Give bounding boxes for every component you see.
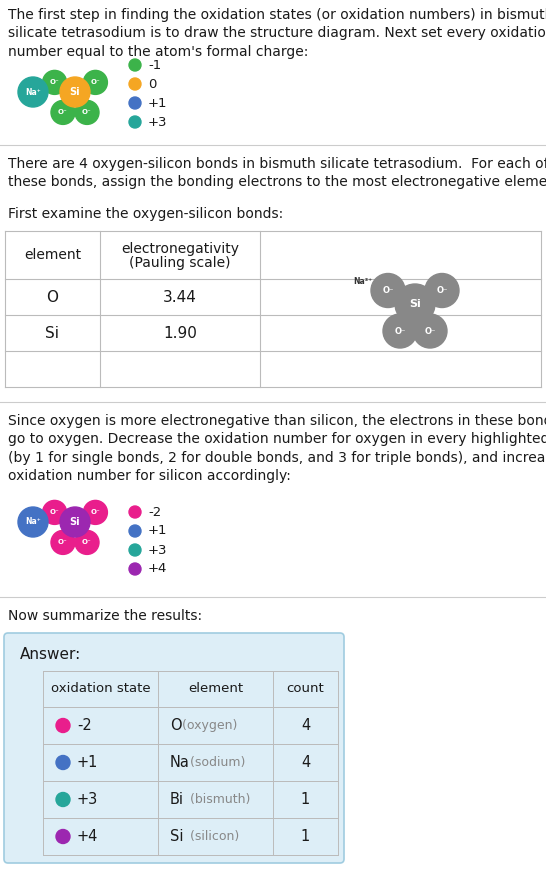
Text: +3: +3 <box>148 543 168 556</box>
Text: 4: 4 <box>301 718 310 733</box>
Circle shape <box>60 507 90 537</box>
Circle shape <box>56 756 70 770</box>
Circle shape <box>51 100 75 124</box>
Text: +3: +3 <box>148 115 168 128</box>
Circle shape <box>129 116 141 128</box>
Circle shape <box>56 829 70 843</box>
Circle shape <box>56 719 70 733</box>
Text: -2: -2 <box>148 506 161 518</box>
Text: (Pauling scale): (Pauling scale) <box>129 256 231 270</box>
Circle shape <box>413 314 447 348</box>
Text: Now summarize the results:: Now summarize the results: <box>8 609 202 623</box>
Text: O⁻: O⁻ <box>436 286 448 295</box>
Text: +4: +4 <box>77 829 98 844</box>
Text: O⁻: O⁻ <box>50 80 60 85</box>
Circle shape <box>129 563 141 575</box>
Text: O: O <box>46 290 58 305</box>
Text: 3.44: 3.44 <box>163 290 197 305</box>
Text: O⁻: O⁻ <box>91 80 100 85</box>
Text: oxidation state: oxidation state <box>51 682 150 696</box>
Circle shape <box>425 274 459 307</box>
Text: element: element <box>24 248 81 262</box>
Text: 4: 4 <box>301 755 310 770</box>
Text: (bismuth): (bismuth) <box>186 793 251 806</box>
Circle shape <box>51 531 75 555</box>
Text: Bi: Bi <box>170 792 184 807</box>
Circle shape <box>383 314 417 348</box>
Circle shape <box>129 59 141 71</box>
Text: The first step in finding the oxidation states (or oxidation numbers) in bismuth: The first step in finding the oxidation … <box>8 8 546 58</box>
Text: Na³⁺: Na³⁺ <box>353 277 372 286</box>
Circle shape <box>84 70 108 95</box>
FancyBboxPatch shape <box>4 633 344 863</box>
Text: Na⁺: Na⁺ <box>25 88 41 97</box>
Text: 1.90: 1.90 <box>163 325 197 340</box>
Text: O⁻: O⁻ <box>382 286 394 295</box>
Text: electronegativity: electronegativity <box>121 242 239 256</box>
Text: (oxygen): (oxygen) <box>178 719 238 732</box>
Text: element: element <box>188 682 243 696</box>
Circle shape <box>18 77 48 107</box>
Circle shape <box>18 507 48 537</box>
Circle shape <box>129 78 141 90</box>
Circle shape <box>75 531 99 555</box>
Circle shape <box>60 77 90 107</box>
Text: Si: Si <box>70 87 80 97</box>
Text: Si: Si <box>45 325 60 340</box>
Circle shape <box>395 284 435 324</box>
Text: O⁻: O⁻ <box>424 327 436 336</box>
Text: Si: Si <box>70 517 80 527</box>
Text: +1: +1 <box>77 755 98 770</box>
Text: 0: 0 <box>148 77 156 90</box>
Text: Si: Si <box>409 299 421 309</box>
Text: Na: Na <box>170 755 190 770</box>
Text: -2: -2 <box>77 718 92 733</box>
Text: Na⁺: Na⁺ <box>25 517 41 526</box>
Text: O⁻: O⁻ <box>394 327 406 336</box>
Text: O⁻: O⁻ <box>58 109 68 115</box>
Text: (sodium): (sodium) <box>186 756 245 769</box>
Circle shape <box>84 501 108 525</box>
Text: -1: -1 <box>148 58 161 72</box>
Text: count: count <box>287 682 324 696</box>
Text: 1: 1 <box>301 829 310 844</box>
Text: O: O <box>170 718 182 733</box>
Text: O⁻: O⁻ <box>82 540 92 546</box>
Text: O⁻: O⁻ <box>82 109 92 115</box>
Text: (silicon): (silicon) <box>186 830 239 843</box>
Text: There are 4 oxygen-silicon bonds in bismuth silicate tetrasodium.  For each of
t: There are 4 oxygen-silicon bonds in bism… <box>8 157 546 190</box>
Text: Since oxygen is more electronegative than silicon, the electrons in these bonds : Since oxygen is more electronegative tha… <box>8 414 546 483</box>
Text: +1: +1 <box>148 525 168 538</box>
Text: O⁻: O⁻ <box>91 509 100 516</box>
Circle shape <box>43 501 67 525</box>
Circle shape <box>75 100 99 124</box>
Circle shape <box>129 97 141 109</box>
Text: +3: +3 <box>77 792 98 807</box>
Text: Si: Si <box>170 829 183 844</box>
Circle shape <box>129 506 141 518</box>
Text: O⁻: O⁻ <box>58 540 68 546</box>
Text: O⁻: O⁻ <box>50 509 60 516</box>
Circle shape <box>56 792 70 806</box>
Text: +1: +1 <box>148 97 168 110</box>
Circle shape <box>129 544 141 556</box>
Circle shape <box>43 70 67 95</box>
Text: +4: +4 <box>148 563 168 576</box>
Text: First examine the oxygen-silicon bonds:: First examine the oxygen-silicon bonds: <box>8 207 283 221</box>
Text: Answer:: Answer: <box>20 647 81 662</box>
Circle shape <box>129 525 141 537</box>
Circle shape <box>371 274 405 307</box>
Text: 1: 1 <box>301 792 310 807</box>
